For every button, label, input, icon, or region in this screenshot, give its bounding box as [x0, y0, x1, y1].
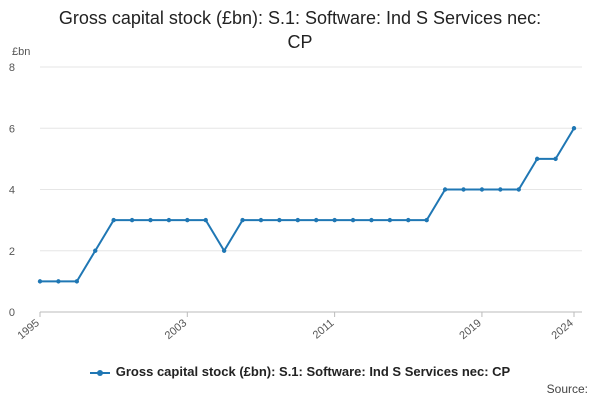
chart-title: Gross capital stock (£bn): S.1: Software… — [0, 6, 600, 54]
x-axis-ticks: 1995 2003 2011 2019 2024 — [15, 312, 576, 342]
data-point — [93, 248, 98, 253]
data-point — [221, 248, 227, 253]
legend-swatch — [89, 369, 110, 376]
data-point — [350, 217, 356, 223]
data-point — [553, 156, 558, 162]
data-point — [571, 126, 577, 131]
x-tick-label: 1995 — [15, 317, 41, 342]
data-point — [461, 187, 466, 192]
x-tick-label: 2024 — [549, 317, 575, 342]
data-point — [148, 217, 153, 223]
x-tick-label: 2003 — [163, 317, 189, 342]
data-point — [479, 187, 485, 192]
data-point — [424, 217, 429, 223]
data-point — [258, 217, 264, 223]
data-point — [111, 217, 116, 223]
source-label: Source: — [546, 382, 588, 396]
data-point — [516, 187, 521, 192]
y-tick-label: 4 — [9, 185, 15, 197]
data-point — [406, 217, 411, 223]
y-tick-label: 6 — [9, 123, 15, 135]
y-tick-label: 2 — [9, 246, 15, 258]
x-tick-label: 2019 — [457, 317, 483, 342]
data-point — [166, 217, 172, 223]
series-line — [40, 127, 575, 283]
chart-title-line-1: Gross capital stock (£bn): S.1: Software… — [58, 8, 542, 28]
series-group — [37, 126, 577, 284]
data-point — [203, 217, 208, 223]
data-point — [295, 217, 300, 223]
y-tick-label: 8 — [9, 62, 15, 74]
data-point — [369, 217, 374, 223]
data-point — [534, 156, 540, 162]
data-point — [185, 217, 190, 223]
data-point — [277, 217, 282, 223]
legend: Gross capital stock (£bn): S.1: Software… — [0, 364, 600, 379]
legend-label: Gross capital stock (£bn): S.1: Software… — [115, 364, 511, 379]
data-point — [314, 217, 319, 223]
y-tick-label: 0 — [9, 307, 15, 319]
data-point — [442, 187, 448, 192]
data-point — [37, 279, 43, 284]
data-point — [498, 187, 503, 192]
data-point — [74, 279, 80, 284]
data-point — [240, 217, 245, 223]
data-point — [56, 279, 61, 284]
x-tick-label: 2011 — [311, 317, 337, 341]
y-axis-unit-label: £bn — [12, 46, 30, 58]
chart-title-line-2: CP — [287, 32, 313, 52]
data-point — [129, 217, 135, 223]
data-point — [332, 217, 337, 223]
y-axis-ticks: 0 2 4 6 8 — [9, 62, 15, 319]
data-point — [387, 217, 393, 223]
